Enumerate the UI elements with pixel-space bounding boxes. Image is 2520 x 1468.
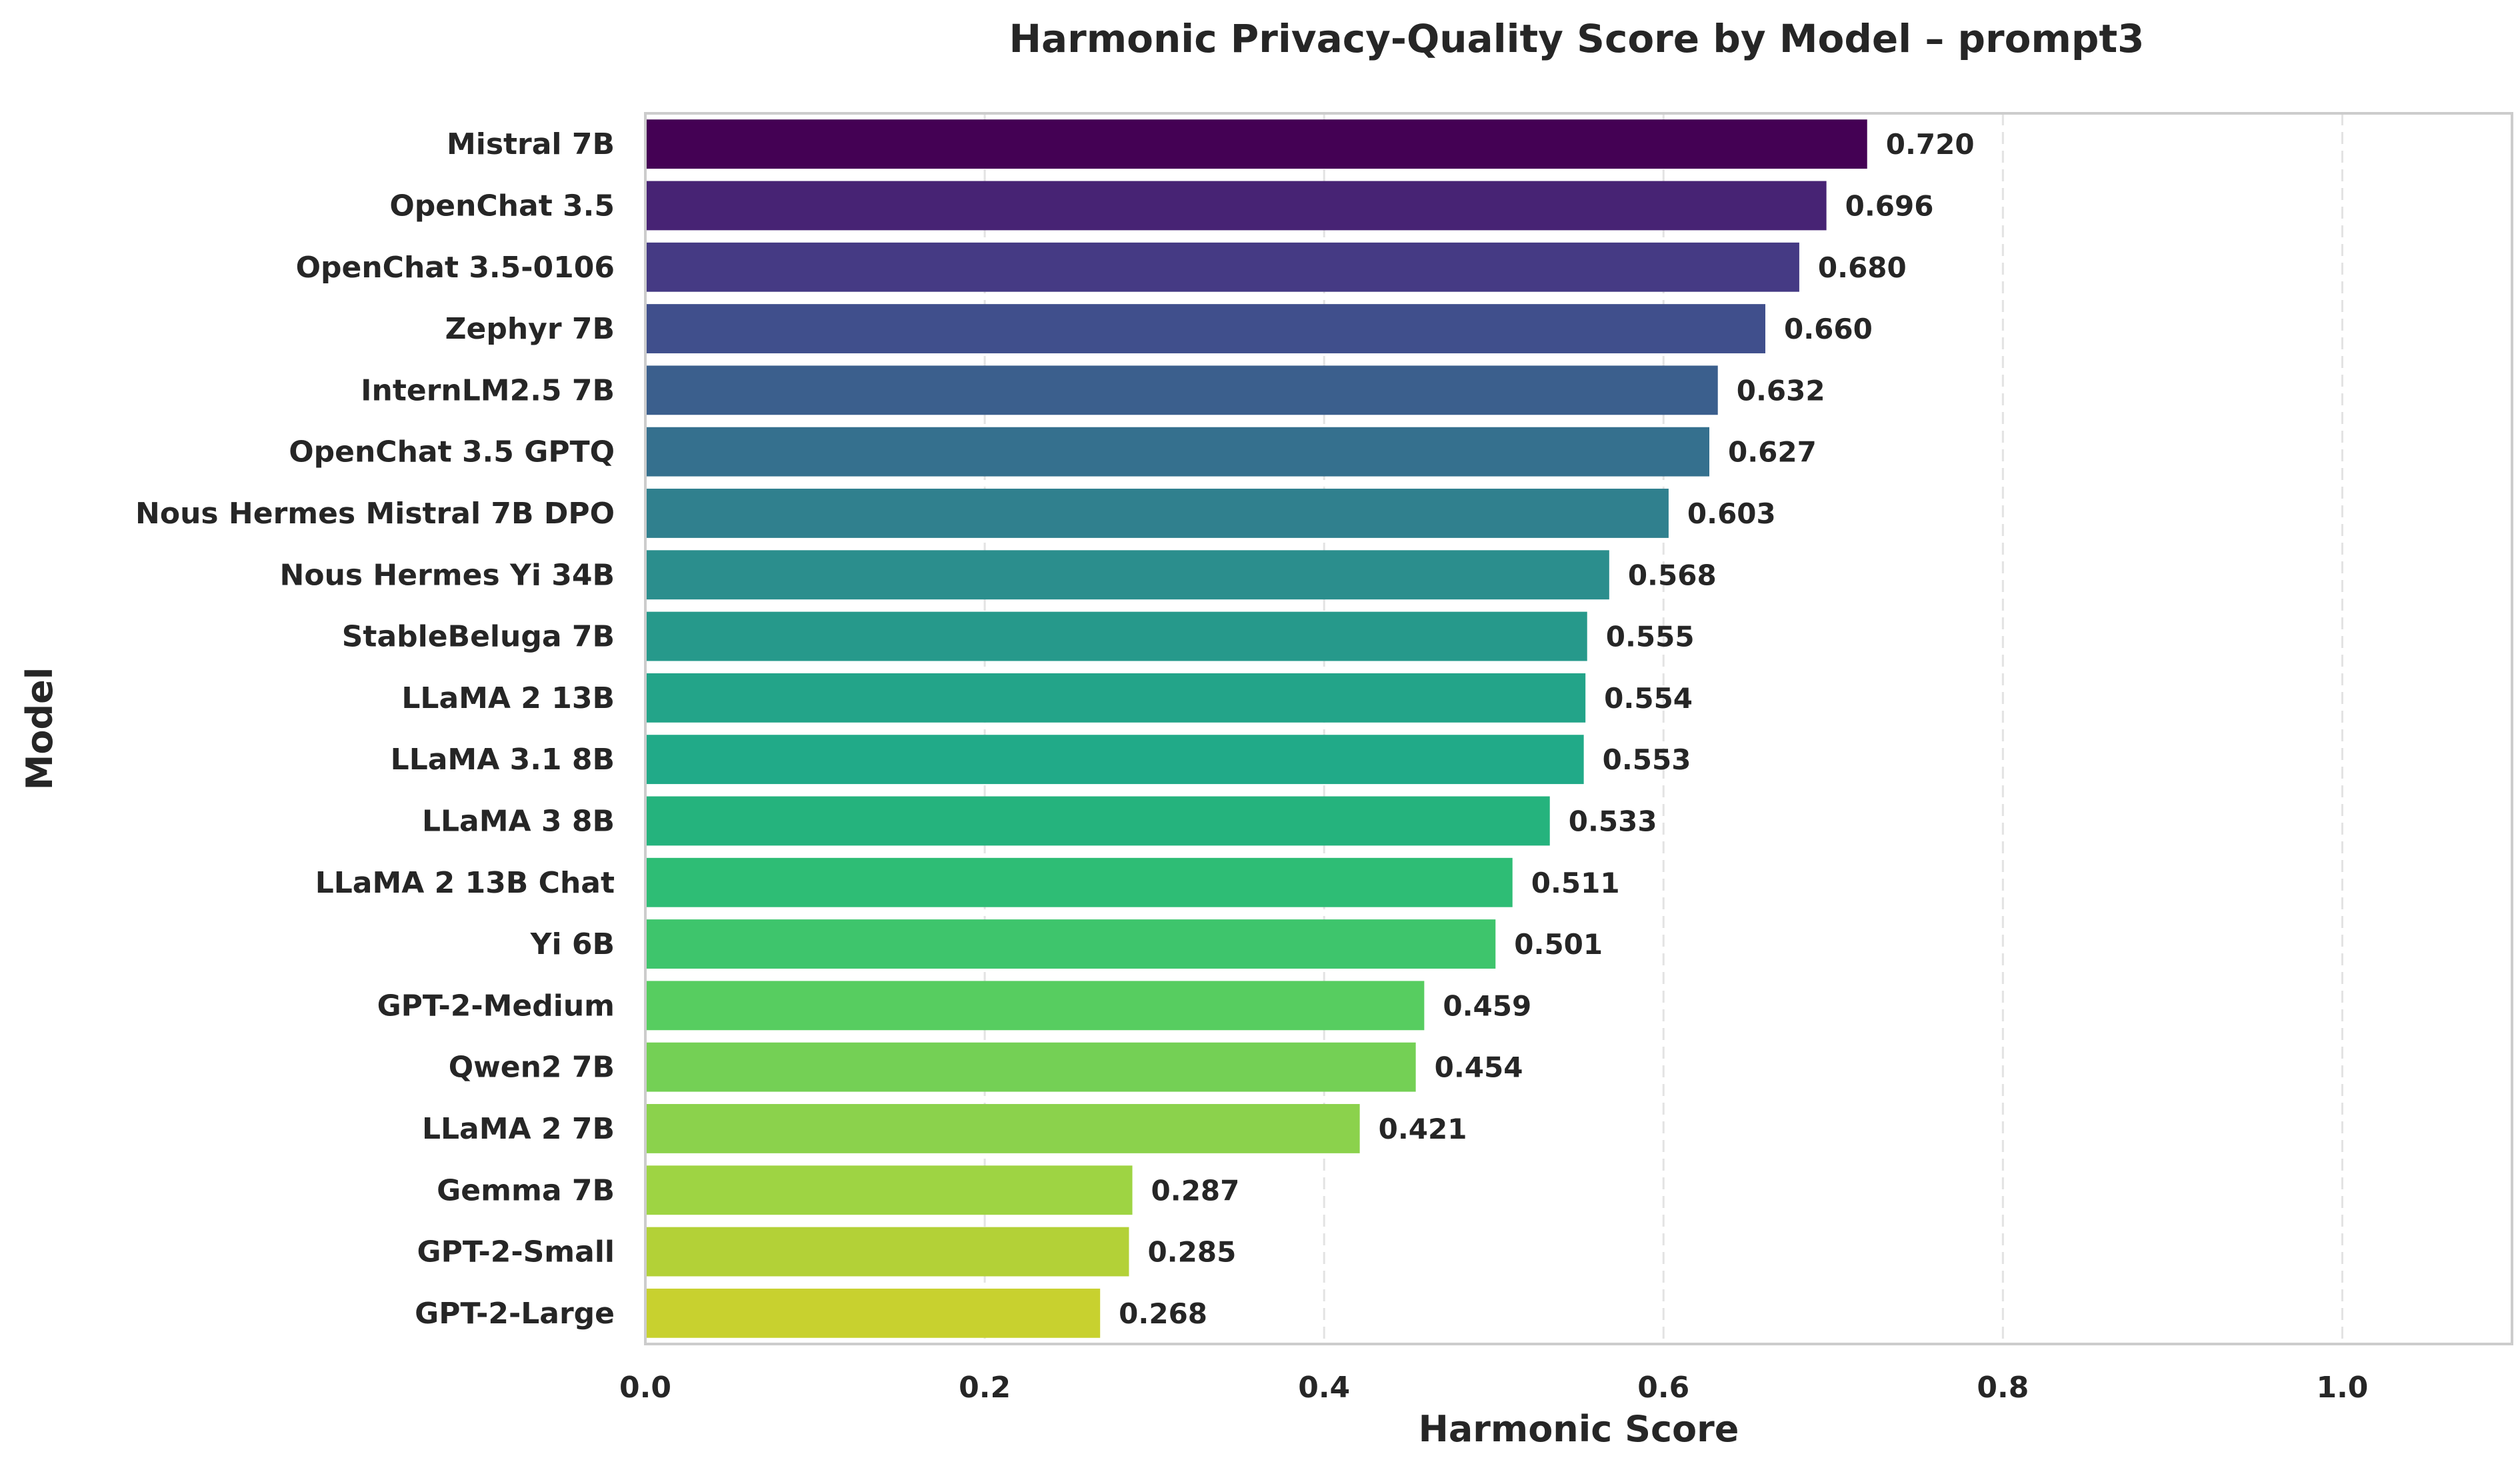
bar-openchat-3-5-gptq bbox=[645, 427, 1709, 477]
bar-nous-hermes-mistral-7b-dpo bbox=[645, 489, 1669, 538]
y-tick-label: Nous Hermes Mistral 7B DPO bbox=[135, 497, 615, 531]
bar-mistral-7b bbox=[645, 119, 1867, 169]
y-tick-label: OpenChat 3.5 bbox=[389, 189, 615, 223]
bar-llama-2-13b-chat bbox=[645, 857, 1513, 907]
x-tick-label: 0.6 bbox=[1637, 1371, 1689, 1405]
bar-qwen2-7b bbox=[645, 1042, 1416, 1092]
y-tick-label: LLaMA 3.1 8B bbox=[391, 743, 615, 777]
bar-llama-2-7b bbox=[645, 1104, 1360, 1153]
value-label: 0.287 bbox=[1151, 1174, 1240, 1207]
y-tick-label: GPT-2-Medium bbox=[377, 989, 615, 1023]
y-tick-label: Gemma 7B bbox=[437, 1173, 615, 1207]
bar-gpt-2-small bbox=[645, 1227, 1129, 1277]
y-tick-label: StableBeluga 7B bbox=[342, 620, 615, 654]
value-label: 0.533 bbox=[1569, 805, 1657, 837]
x-tick-labels: 0.0 0.2 0.4 0.6 0.8 1.0 bbox=[619, 1371, 2368, 1405]
x-tick-label: 0.0 bbox=[619, 1371, 671, 1405]
bar-nous-hermes-yi-34b bbox=[645, 550, 1609, 600]
value-label: 0.421 bbox=[1379, 1113, 1467, 1145]
y-tick-label: Yi 6B bbox=[530, 927, 615, 961]
bar-llama-3-1-8b bbox=[645, 735, 1584, 785]
y-tick-label: Qwen2 7B bbox=[449, 1051, 615, 1085]
y-tick-label: LLaMA 2 13B Chat bbox=[315, 866, 615, 900]
x-gridlines bbox=[983, 113, 2343, 1344]
x-tick-label: 0.8 bbox=[1977, 1371, 2029, 1405]
y-tick-label: GPT-2-Large bbox=[415, 1297, 615, 1331]
value-label: 0.696 bbox=[1845, 189, 1934, 222]
chart-title: Harmonic Privacy-Quality Score by Model … bbox=[1009, 16, 2144, 61]
y-tick-label: Mistral 7B bbox=[447, 127, 615, 161]
bar-zephyr-7b bbox=[645, 304, 1765, 353]
x-tick-label: 0.2 bbox=[959, 1371, 1011, 1405]
x-axis-label: Harmonic Score bbox=[1419, 1408, 1739, 1450]
bars bbox=[645, 119, 1867, 1338]
y-axis-label: Model bbox=[19, 667, 61, 791]
value-label: 0.680 bbox=[1818, 251, 1907, 284]
value-label: 0.511 bbox=[1531, 867, 1620, 899]
value-label: 0.627 bbox=[1728, 436, 1817, 469]
value-label: 0.660 bbox=[1784, 313, 1873, 345]
bar-llama-3-8b bbox=[645, 796, 1550, 846]
value-label: 0.632 bbox=[1737, 374, 1825, 407]
y-tick-label: OpenChat 3.5-0106 bbox=[296, 251, 615, 285]
bar-openchat-3-5-0106 bbox=[645, 242, 1799, 292]
plot-frame bbox=[644, 112, 2513, 1345]
value-label: 0.454 bbox=[1435, 1051, 1523, 1084]
value-label: 0.553 bbox=[1603, 743, 1691, 776]
y-tick-labels: Mistral 7B OpenChat 3.5 OpenChat 3.5-0106 Z… bbox=[135, 127, 615, 1331]
y-tick-label: InternLM2.5 7B bbox=[361, 373, 615, 407]
value-label: 0.568 bbox=[1628, 559, 1717, 591]
y-tick-label: Nous Hermes Yi 34B bbox=[280, 558, 615, 592]
value-label: 0.555 bbox=[1606, 621, 1695, 653]
bar-gpt-2-medium bbox=[645, 981, 1425, 1031]
bar-gpt-2-large bbox=[645, 1288, 1101, 1338]
value-labels: 0.720 0.696 0.680 0.660 0.632 0.627 0.603 0.568… bbox=[1119, 128, 1974, 1330]
bar-yi-6b bbox=[645, 919, 1496, 969]
x-tick-label: 0.4 bbox=[1298, 1371, 1350, 1405]
y-tick-label: LLaMA 2 7B bbox=[422, 1112, 615, 1146]
value-label: 0.285 bbox=[1147, 1236, 1236, 1269]
bar-internlm2-5-7b bbox=[645, 365, 1718, 415]
y-tick-label: Zephyr 7B bbox=[445, 312, 615, 346]
value-label: 0.501 bbox=[1514, 928, 1603, 961]
value-label: 0.554 bbox=[1604, 682, 1693, 715]
bar-llama-2-13b bbox=[645, 673, 1586, 723]
x-tick-label: 1.0 bbox=[2316, 1371, 2368, 1405]
bar-gemma-7b bbox=[645, 1165, 1133, 1215]
y-tick-label: LLaMA 3 8B bbox=[422, 804, 615, 838]
y-tick-label: OpenChat 3.5 GPTQ bbox=[289, 435, 615, 469]
bar-openchat-3-5 bbox=[645, 181, 1827, 231]
value-label: 0.603 bbox=[1687, 497, 1776, 530]
value-label: 0.268 bbox=[1119, 1297, 1207, 1330]
y-tick-label: LLaMA 2 13B bbox=[401, 681, 615, 715]
bar-stablebeluga-7b bbox=[645, 611, 1587, 661]
y-tick-label: GPT-2-Small bbox=[417, 1235, 615, 1269]
value-label: 0.720 bbox=[1886, 128, 1975, 161]
value-label: 0.459 bbox=[1443, 989, 1531, 1022]
